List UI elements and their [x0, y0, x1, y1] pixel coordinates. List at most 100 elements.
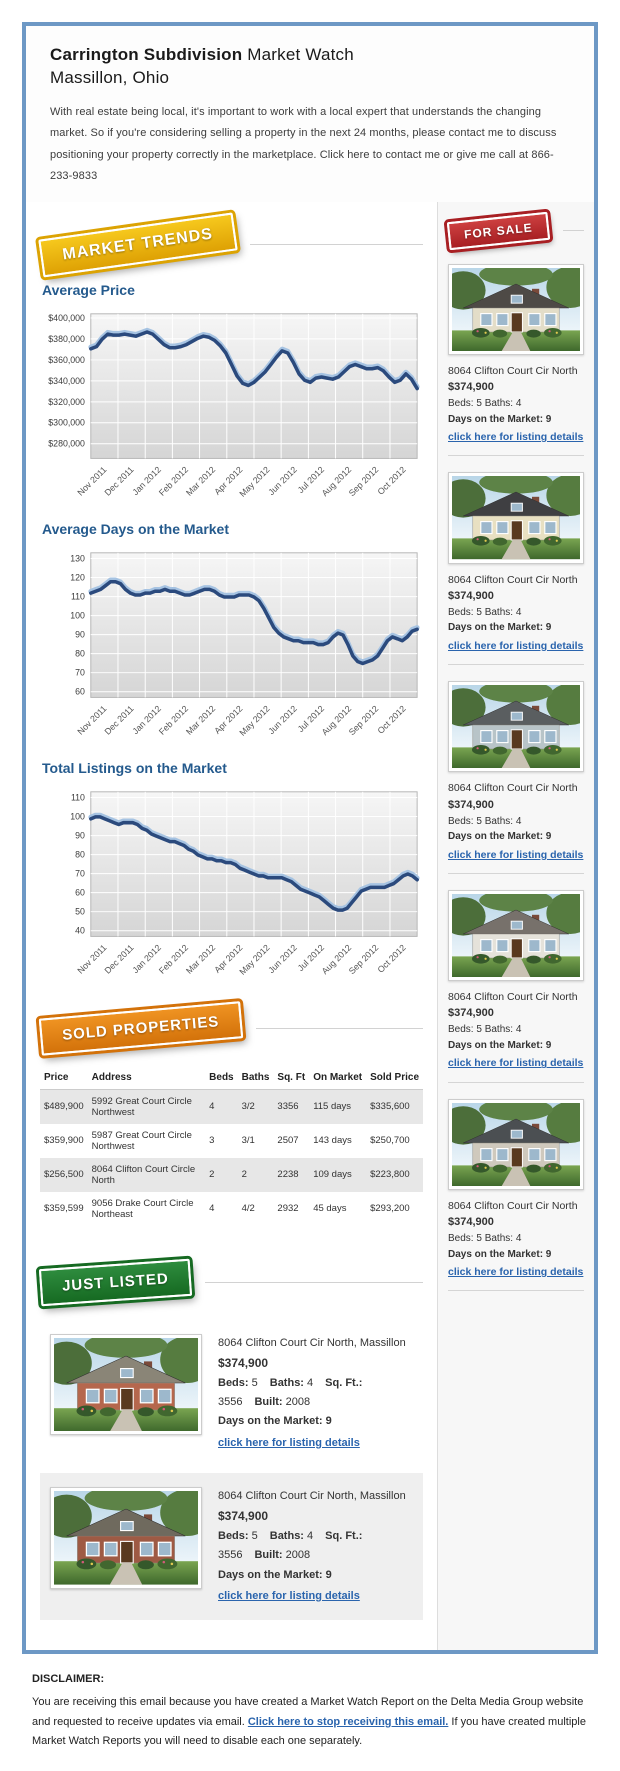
sold-column-header: Sq. Ft: [273, 1065, 310, 1090]
listing-price: $374,900: [218, 1509, 269, 1524]
listing-info: 8064 Clifton Court Cir North, Massillon …: [218, 1334, 413, 1453]
sold-table-cell: 2238: [273, 1157, 310, 1192]
svg-text:$300,000: $300,000: [48, 417, 85, 427]
spec-value: 4: [307, 1376, 314, 1389]
listing-beds-baths: Beds: 5 Baths: 4: [448, 1024, 522, 1036]
svg-text:100: 100: [70, 611, 85, 621]
sold-table-cell: 109 days: [309, 1157, 367, 1192]
svg-text:130: 130: [70, 553, 85, 563]
listing-price: $374,900: [448, 798, 494, 811]
for-sale-listing-card: 8064 Clifton Court Cir North $374,900 Be…: [448, 472, 584, 666]
listing-info: 8064 Clifton Court Cir North $374,900 Be…: [448, 989, 584, 1072]
spec-label: Sq. Ft.:: [325, 1530, 363, 1543]
svg-text:$400,000: $400,000: [48, 313, 85, 323]
svg-text:Mar 2012: Mar 2012: [184, 464, 217, 497]
svg-text:Sep 2012: Sep 2012: [347, 464, 381, 498]
sold-table-cell: 45 days: [313, 1203, 347, 1215]
sold-table-cell: 2932: [277, 1203, 299, 1215]
sold-column-header: Baths: [237, 1065, 274, 1090]
svg-text:$280,000: $280,000: [48, 438, 85, 448]
svg-text:120: 120: [70, 572, 85, 582]
spec-label: Baths:: [269, 1530, 304, 1543]
house-photo-illustration: [452, 476, 580, 560]
sold-table-cell: $359,900: [44, 1135, 84, 1147]
divider-line: [562, 230, 584, 232]
listing-separator: [448, 455, 584, 457]
listing-details-link[interactable]: click here for listing details: [218, 1589, 360, 1602]
svg-text:Jun 2012: Jun 2012: [266, 703, 299, 736]
average-price-section: Average Price $400,000 $380,000 $360,000 $3…: [40, 282, 423, 503]
svg-text:70: 70: [75, 668, 85, 678]
just-listed-item: 8064 Clifton Court Cir North, Massillon …: [40, 1320, 423, 1467]
svg-text:Dec 2011: Dec 2011: [102, 703, 135, 736]
listing-address: 8064 Clifton Court Cir North: [448, 573, 578, 586]
listing-photo[interactable]: [448, 681, 584, 773]
sold-table-cell: 2507: [277, 1135, 299, 1147]
listing-photo[interactable]: [448, 889, 584, 982]
sold-table-cell: 3356: [273, 1089, 310, 1124]
svg-text:60: 60: [75, 888, 85, 898]
listing-details-link[interactable]: click here for listing details: [448, 848, 584, 861]
house-photo-illustration: [54, 1490, 198, 1585]
spec-label: Beds:: [218, 1376, 249, 1389]
sold-table-cell: 3/2: [237, 1089, 274, 1124]
divider-line: [249, 244, 423, 246]
svg-text:Oct 2012: Oct 2012: [375, 464, 407, 496]
listing-details-link[interactable]: click here for listing details: [448, 1057, 584, 1070]
listing-beds-baths: Beds: 5 Baths: 4: [448, 1233, 522, 1245]
svg-text:70: 70: [75, 869, 85, 879]
listing-address: 8064 Clifton Court Cir North: [448, 1199, 578, 1212]
sold-table-body: $489,900 5992 Great Court Circle Northwes…: [40, 1089, 423, 1226]
market-trends-badge-row: MARKET TRENDS: [38, 212, 423, 278]
sold-table-row: $256,500 8064 Clifton Court Circle North 2…: [40, 1157, 423, 1192]
sold-column-header: Price: [40, 1065, 88, 1090]
svg-text:Oct 2012: Oct 2012: [375, 943, 407, 975]
house-photo-illustration: [452, 267, 580, 351]
divider-line: [255, 1028, 423, 1030]
svg-text:Dec 2011: Dec 2011: [102, 943, 135, 976]
page-title: Carrington Subdivision Market Watch Massi…: [50, 44, 570, 90]
listing-photo[interactable]: [50, 1333, 202, 1436]
listing-photo[interactable]: [50, 1486, 202, 1589]
svg-text:$380,000: $380,000: [48, 333, 85, 343]
house-photo-illustration: [452, 685, 580, 769]
email-container: Carrington Subdivision Market Watch Massi…: [22, 22, 598, 1655]
sold-table-row: $359,599 9056 Drake Court Circle Northeas…: [40, 1192, 423, 1226]
spec-value: 3556: [218, 1549, 243, 1562]
listing-photo[interactable]: [448, 1098, 584, 1190]
svg-text:Sep 2012: Sep 2012: [347, 703, 381, 737]
listing-details-link[interactable]: click here for listing details: [448, 639, 584, 652]
sold-table-cell: 115 days: [309, 1089, 367, 1124]
listing-photo[interactable]: [448, 263, 584, 355]
average-price-title: Average Price: [42, 281, 135, 298]
listing-photo[interactable]: [448, 472, 584, 564]
sold-properties-table: Price Address Beds Baths Sq. Ft On Market Sold…: [40, 1065, 423, 1226]
listing-info: 8064 Clifton Court Cir North, Massillon …: [218, 1487, 413, 1606]
listing-details-link[interactable]: click here for listing details: [448, 1266, 584, 1279]
sold-table-cell: 3: [209, 1135, 215, 1147]
just-listed-badge-row: JUST LISTED: [38, 1258, 423, 1307]
listing-details-link[interactable]: click here for listing details: [218, 1436, 360, 1449]
listing-specs: Beds: 5 Baths: 4 Sq. Ft.: 3556 Built: 2008: [218, 1527, 413, 1566]
just-listed-list: 8064 Clifton Court Cir North, Massillon …: [40, 1320, 423, 1621]
sold-table-cell: $256,500: [40, 1157, 88, 1192]
title-suffix: Market Watch: [242, 45, 354, 64]
svg-text:Sep 2012: Sep 2012: [347, 943, 381, 977]
sold-column-header: On Market: [309, 1065, 367, 1090]
listing-details-link[interactable]: click here for listing details: [448, 431, 584, 444]
for-sale-listing-card: 8064 Clifton Court Cir North $374,900 Be…: [448, 681, 584, 874]
for-sale-list: 8064 Clifton Court Cir North $374,900 Be…: [448, 263, 584, 1292]
unsubscribe-link[interactable]: Click here to stop receiving this email.: [247, 1715, 449, 1728]
sold-table-cell: 5987 Great Court Circle Northwest: [91, 1129, 192, 1152]
for-sale-badge-row: FOR SALE: [446, 211, 584, 250]
sold-column-header: Beds: [205, 1065, 238, 1090]
total-listings-title: Total Listings on the Market: [42, 760, 227, 777]
svg-text:110: 110: [71, 592, 85, 602]
spec-value: 3556: [218, 1396, 243, 1409]
for-sale-listing-card: 8064 Clifton Court Cir North $374,900 Be…: [448, 1098, 584, 1292]
listing-address: 8064 Clifton Court Cir North, Massillon: [218, 1489, 406, 1502]
listing-price: $374,900: [448, 381, 494, 394]
svg-text:90: 90: [75, 831, 85, 841]
listing-price: $374,900: [448, 1216, 494, 1229]
left-column: MARKET TRENDS Average Price $400,000 $380…: [26, 201, 437, 1651]
